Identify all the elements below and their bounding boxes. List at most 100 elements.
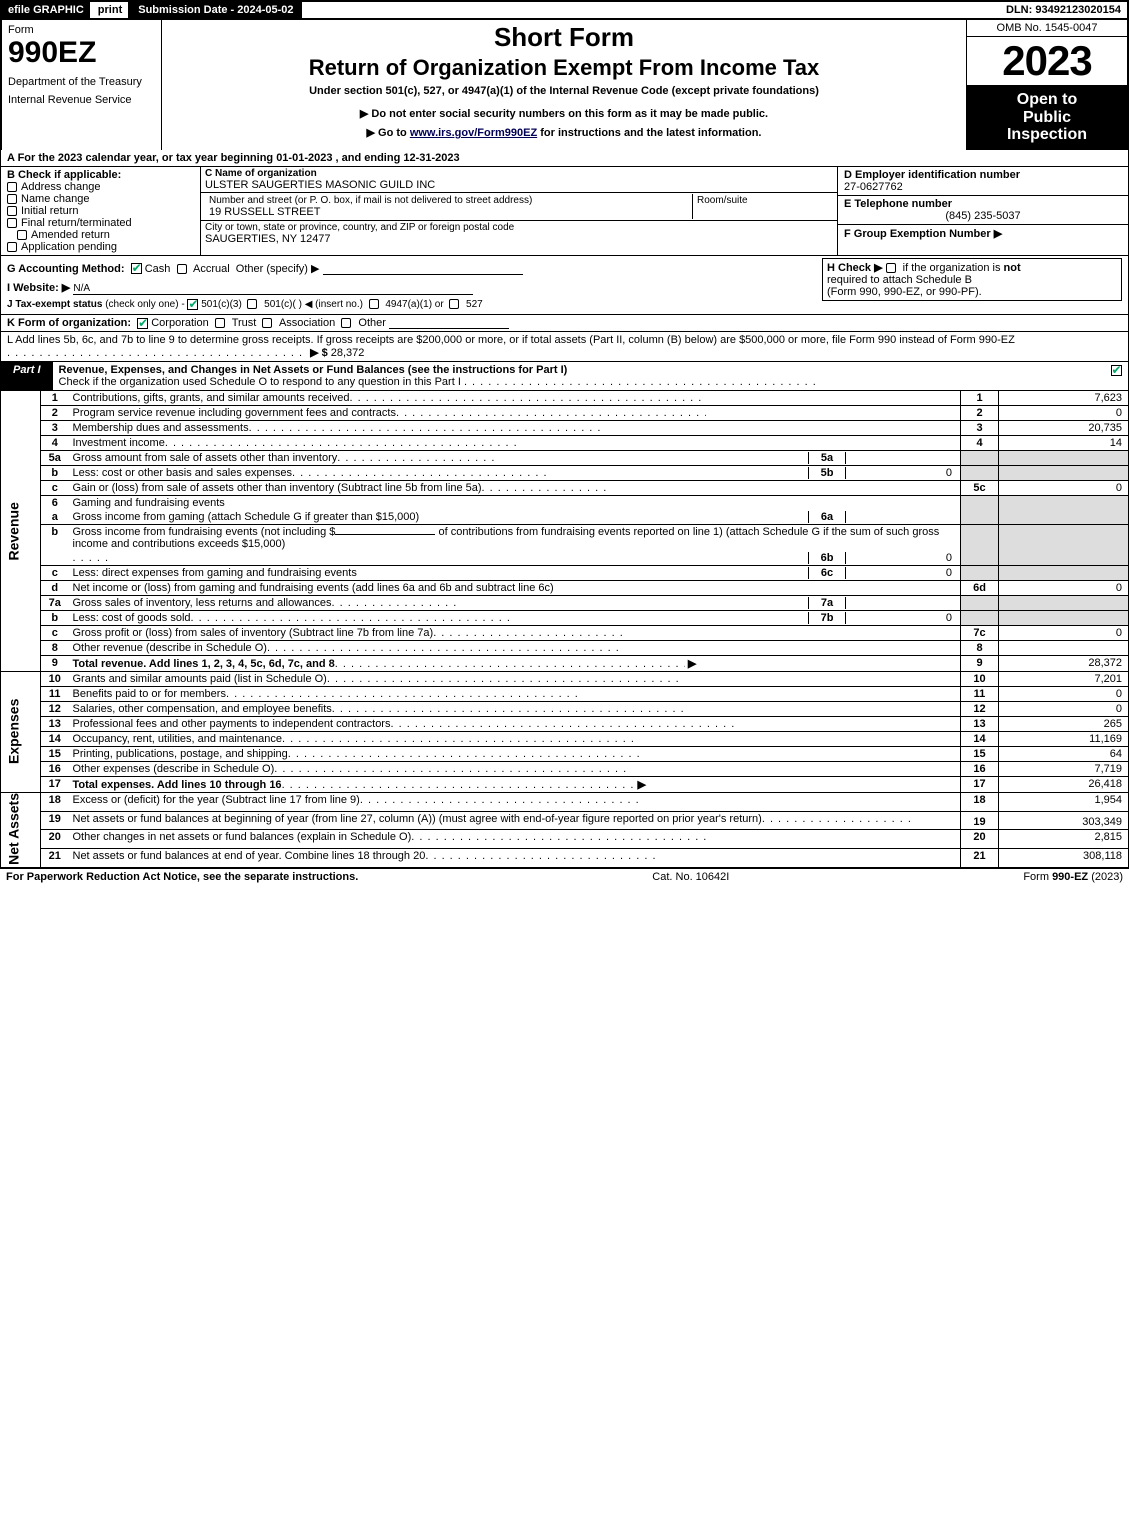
checkbox-icon[interactable] [341,318,351,328]
b-o6: Application pending [21,241,117,253]
desc: Contributions, gifts, grants, and simila… [69,391,961,406]
j-note: (check only one) - [105,299,187,310]
amt-grey [999,595,1129,610]
line-6a: a Gross income from gaming (attach Sched… [1,510,1129,525]
line-6: 6 Gaming and fundraising events [1,495,1129,510]
box-grey [961,495,999,510]
checkbox-icon[interactable] [7,242,17,252]
ln: 19 [41,811,69,830]
b-header: B Check if applicable: [7,169,194,181]
part1-checkbox[interactable] [1104,362,1128,390]
amt: 14 [999,435,1129,450]
part1-title-wrap: Revenue, Expenses, and Changes in Net As… [53,362,1104,390]
line-15: 15 Printing, publications, postage, and … [1,746,1129,761]
line-20: 20 Other changes in net assets or fund b… [1,830,1129,849]
amt: 1,954 [999,792,1129,811]
goto-post: for instructions and the latest informat… [537,127,761,139]
amt-grey [999,524,1129,565]
checkbox-icon[interactable] [7,218,17,228]
ln: 3 [41,420,69,435]
ln: 12 [41,701,69,716]
ln: 7a [41,595,69,610]
desc: Total revenue. Add lines 1, 2, 3, 4, 5c,… [69,655,961,671]
goto-link[interactable]: www.irs.gov/Form990EZ [410,127,537,139]
box: 21 [961,849,999,868]
part1-sub: Check if the organization used Schedule … [59,376,461,388]
checkbox-icon[interactable] [187,299,198,310]
box: 7c [961,625,999,640]
checkbox-icon[interactable] [262,318,272,328]
desc: Gaming and fundraising events [69,495,961,510]
g-cash: Cash [145,263,171,275]
c-name-label: C Name of organization [205,168,833,179]
part1-table: Revenue 1 Contributions, gifts, grants, … [0,391,1129,868]
desc: Gross income from gaming (attach Schedul… [69,510,961,525]
checkbox-icon[interactable] [137,318,148,329]
line-18: Net Assets 18 Excess or (deficit) for th… [1,792,1129,811]
i-label: I Website: ▶ [7,282,70,294]
line-19: 19 Net assets or fund balances at beginn… [1,811,1129,830]
checkbox-icon[interactable] [17,230,27,240]
page-footer: For Paperwork Reduction Act Notice, see … [0,868,1129,885]
box: 3 [961,420,999,435]
line-3: 3 Membership dues and assessments 3 20,7… [1,420,1129,435]
open-line2: Public [971,109,1123,127]
checkbox-icon[interactable] [247,299,257,309]
c-room: Room/suite [693,194,833,219]
box: 20 [961,830,999,849]
amt: 7,201 [999,671,1129,686]
ln: 5a [41,450,69,465]
desc: Grants and similar amounts paid (list in… [69,671,961,686]
k-other-blank[interactable] [389,317,509,329]
open-line1: Open to [971,91,1123,109]
sub-box: 6a [808,511,846,523]
footer-right-post: (2023) [1088,871,1123,883]
line-6c: c Less: direct expenses from gaming and … [1,565,1129,580]
ln: 10 [41,671,69,686]
checkbox-icon[interactable] [131,263,142,274]
checkbox-icon[interactable] [7,194,17,204]
c-room-label: Room/suite [697,195,829,206]
open-public-box: Open to Public Inspection [967,85,1127,150]
checkbox-icon[interactable] [177,264,187,274]
j-o4: 527 [466,299,483,310]
ln: d [41,580,69,595]
checkbox-icon[interactable] [449,299,459,309]
b-opt-address: Address change [7,181,194,193]
b-o5: Amended return [31,229,110,241]
line-14: 14 Occupancy, rent, utilities, and maint… [1,731,1129,746]
e-tel-value: (845) 235-5037 [844,210,1122,222]
desc: Gain or (loss) from sale of assets other… [69,480,961,495]
l6b-line1: Gross income from fundraising events (no… [73,526,957,550]
l-value: 28,372 [331,347,365,359]
goto-pre: ▶ Go to [367,127,410,139]
h-post3: (Form 990, 990-EZ, or 990-PF). [827,286,1117,298]
h-post1: if the organization is [903,262,1004,274]
l6b-blank[interactable] [335,534,435,535]
print-label[interactable]: print [92,2,128,18]
block-bcdef: B Check if applicable: Address change Na… [0,167,1129,256]
ln: 8 [41,640,69,655]
sub-amt [846,511,956,523]
checkbox-icon[interactable] [215,318,225,328]
b-o1: Address change [21,181,101,193]
g-other-blank[interactable] [323,263,523,275]
checkbox-icon[interactable] [369,299,379,309]
col-c: C Name of organization ULSTER SAUGERTIES… [201,167,838,255]
desc: Net assets or fund balances at end of ye… [69,849,961,868]
b-o4: Final return/terminated [21,217,132,229]
efile-label: efile GRAPHIC [2,2,90,18]
side-expenses: Expenses [1,671,41,792]
row-k: K Form of organization: Corporation Trus… [0,315,1129,332]
ln: 21 [41,849,69,868]
ln: a [41,510,69,525]
row-l: L Add lines 5b, 6c, and 7b to line 9 to … [0,332,1129,362]
c-street-row: Number and street (or P. O. box, if mail… [201,193,837,221]
checkbox-icon[interactable] [7,206,17,216]
sub-amt [846,597,956,609]
checkbox-icon[interactable] [7,182,17,192]
c-city: City or town, state or province, country… [201,221,837,246]
checkbox-icon[interactable] [886,263,896,273]
line-6b: b Gross income from fundraising events (… [1,524,1129,565]
l-text: L Add lines 5b, 6c, and 7b to line 9 to … [7,334,1015,346]
